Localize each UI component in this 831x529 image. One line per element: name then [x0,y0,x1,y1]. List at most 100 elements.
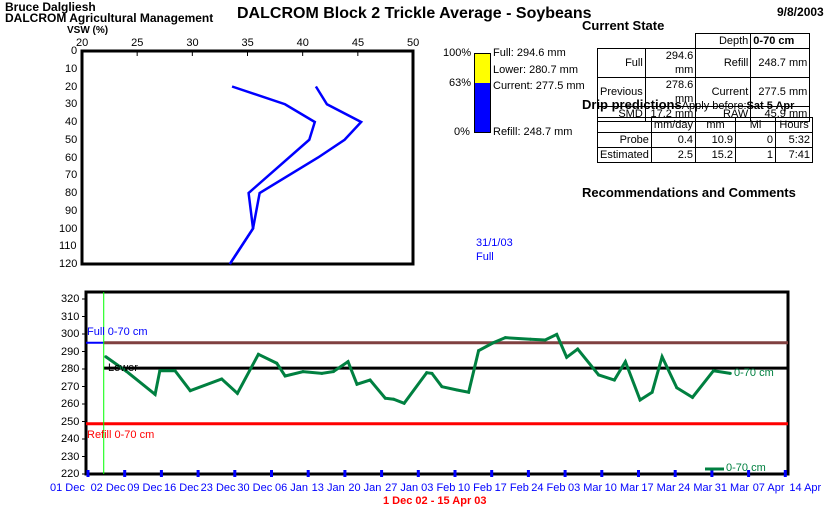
profile-y-tick-label: 0 [71,45,78,57]
x-tick-label: 30 Dec [237,482,273,494]
x-tick [637,470,640,477]
series-point [283,374,287,378]
series-point [691,395,695,399]
profile-x-tick-label: 20 [76,37,89,49]
drip-title: Drip predictions [582,97,682,112]
series-point [660,355,664,359]
gauge-refill: Refill: 248.7 mm [493,126,573,138]
gauge-63-label: 63% [449,77,472,89]
series-point [612,378,616,382]
x-tick [196,470,200,477]
x-tick-label: 10 Feb [457,482,493,494]
x-tick-label: 23 Dec [200,482,236,494]
series-point [675,386,679,390]
profile-y-tick-label: 90 [65,204,78,217]
x-tick-label: 03 Mar [567,482,603,494]
gauge-upper-fill [475,54,490,83]
series-point [158,369,162,373]
series-point [576,347,580,351]
y-tick-label: 300 [61,328,80,340]
profile-y-tick-label: 20 [65,80,78,93]
series-point [528,337,532,341]
table-row: Full 294.6 mm Refill 248.7 mm [597,48,811,78]
cell: 278.6 mm [644,77,697,107]
series-point [543,338,547,342]
x-tick-label: 02 Dec [90,482,126,494]
series-point [331,370,335,374]
x-tick-label: 09 Dec [127,482,163,494]
x-tick [747,470,751,477]
gauge-full: Full: 294.6 mm [493,47,566,59]
profile-date-label: 31/1/03 [476,237,513,249]
x-tick-label: 14 Apr [789,482,822,494]
x-tick-label: 01 Dec [50,482,85,494]
x-tick [490,470,494,477]
full-line-label: Full 0-70 cm [87,326,148,338]
y-tick-label: 250 [61,415,80,428]
y-tick-label: 220 [61,468,80,480]
series-point [125,370,129,374]
profile-y-tick-label: 110 [59,240,77,253]
series-point [728,371,732,375]
series-point [402,401,406,405]
profile-full-label: Full [476,251,494,263]
x-axis-title: 1 Dec 02 - 15 Apr 03 [383,495,487,507]
gauge-current: Current: 277.5 mm [493,80,585,92]
profile-y-tick-label: 60 [65,151,78,164]
x-tick-label: 13 Jan [311,482,345,494]
series-point [235,391,239,395]
y-tick-label: 290 [61,345,80,358]
x-tick-label: 07 Apr [752,482,785,494]
profile-x-tick-label: 30 [186,37,199,49]
x-tick [600,470,604,477]
x-tick [526,470,530,477]
x-tick [563,470,567,477]
profile-y-tick-label: 80 [65,187,78,199]
x-tick-label: 31 Mar [714,482,750,494]
gauge-0-label: 0% [454,126,470,138]
series-point [623,360,627,364]
profile-y-tick-label: 40 [65,116,78,128]
drip-table: mm/day mm Ml Hours Probe 0.4 10.9 0 5:32 Estima… [597,117,814,163]
cell: 2.5 [650,147,697,163]
profile-x-tick-label: 45 [351,37,365,49]
x-tick-label: 06 Jan [274,482,309,494]
apply-date: Sat 5 Apr [746,100,795,112]
series-point [173,369,177,373]
series-point [153,392,157,396]
series-point [301,370,305,374]
gauge-lower-fill [475,82,490,132]
series-point [346,360,350,364]
cell: 294.6 mm [644,48,697,78]
page-title: DALCROM Block 2 Trickle Average - Soybea… [237,5,592,22]
y-tick-label: 320 [61,293,80,305]
x-tick [416,470,420,477]
gauge-100-label: 100% [443,47,472,59]
apply-label: Apply before: [681,100,747,112]
series-point [565,355,569,359]
series-point [430,371,434,375]
cell: 7:41 [775,147,814,163]
y-tick-label: 230 [61,450,80,463]
series-point [275,361,279,365]
profile-y-tick-label: 30 [65,98,78,111]
x-tick-label: 24 Feb [531,482,566,494]
profile-x-tick-label: 25 [131,37,144,49]
chart-frame [84,290,790,476]
cell: Hours [775,117,814,133]
cell: Full [597,48,646,78]
report-date: 9/8/2003 [777,5,824,19]
cell: Refill [695,48,752,78]
current-state-table: Depth 0-70 cm Full 294.6 mm Refill 248.7 mm … [597,33,811,122]
x-tick [380,470,384,477]
series-point [477,349,481,353]
profile-line-1 [228,85,364,265]
series-point [638,398,642,402]
x-tick-label: 16 Dec [163,482,199,494]
series-point [597,373,601,377]
profile-y-tick-label: 70 [65,169,78,182]
x-tick [233,470,237,477]
profile-x-label: VSW (%) [67,25,109,36]
series-point [355,382,359,386]
